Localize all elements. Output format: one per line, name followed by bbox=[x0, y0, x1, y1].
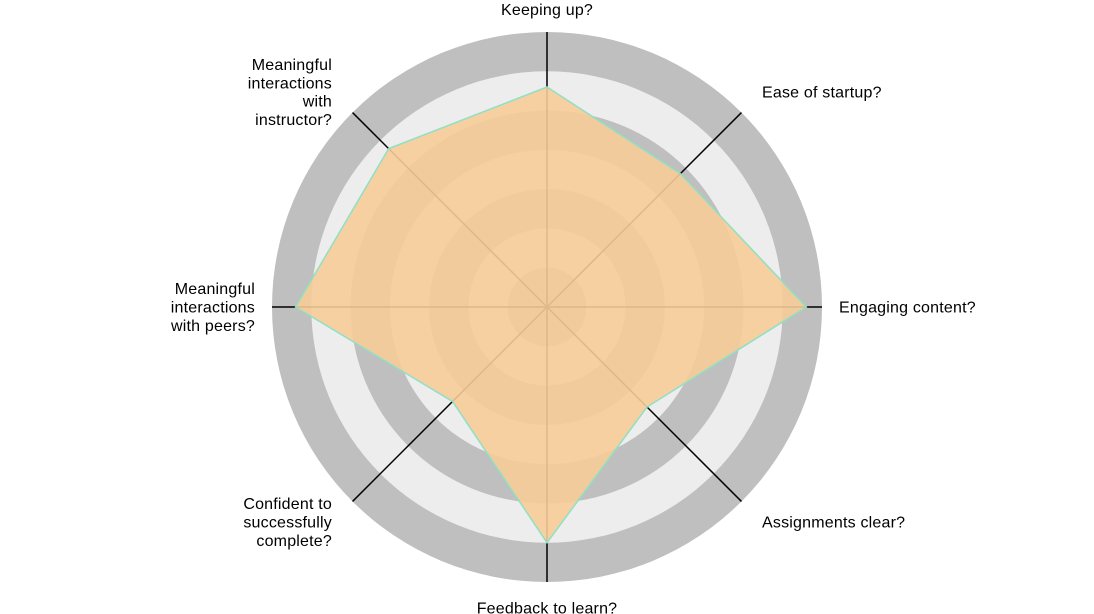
axis-label-7-line-2: with bbox=[302, 94, 332, 111]
axis-label-2-line-0: Engaging content? bbox=[839, 300, 976, 317]
axis-label-6-line-2: with peers? bbox=[170, 318, 255, 335]
axis-label-7-line-3: instructor? bbox=[255, 112, 332, 129]
axis-label-6-line-1: interactions bbox=[171, 300, 255, 317]
axis-label-3: Assignments clear? bbox=[762, 515, 905, 532]
axis-label-0: Keeping up? bbox=[501, 2, 593, 19]
radar-chart: Keeping up? Ease of startup? Engaging cont… bbox=[0, 0, 1094, 614]
axis-label-3-line-0: Assignments clear? bbox=[762, 515, 905, 532]
axis-label-1-line-0: Ease of startup? bbox=[762, 85, 882, 102]
axis-label-4: Feedback to learn? bbox=[477, 601, 618, 614]
axis-label-5: Confident to successfullycomplete? bbox=[243, 496, 332, 550]
axis-label-2: Engaging content? bbox=[839, 300, 976, 317]
axis-label-0-line-0: Keeping up? bbox=[501, 2, 593, 19]
axis-label-6: Meaningful interactionswith peers? bbox=[170, 281, 255, 335]
axis-label-5-line-1: successfully bbox=[243, 515, 332, 532]
axis-label-5-line-0: Confident to bbox=[243, 496, 332, 513]
axis-label-4-line-0: Feedback to learn? bbox=[477, 601, 618, 614]
axis-label-7-line-1: interactions bbox=[248, 75, 332, 92]
axis-label-7-line-0: Meaningful bbox=[252, 57, 332, 74]
axis-label-1: Ease of startup? bbox=[762, 85, 882, 102]
axis-label-6-line-0: Meaningful bbox=[175, 281, 255, 298]
axis-label-5-line-2: complete? bbox=[256, 533, 332, 550]
